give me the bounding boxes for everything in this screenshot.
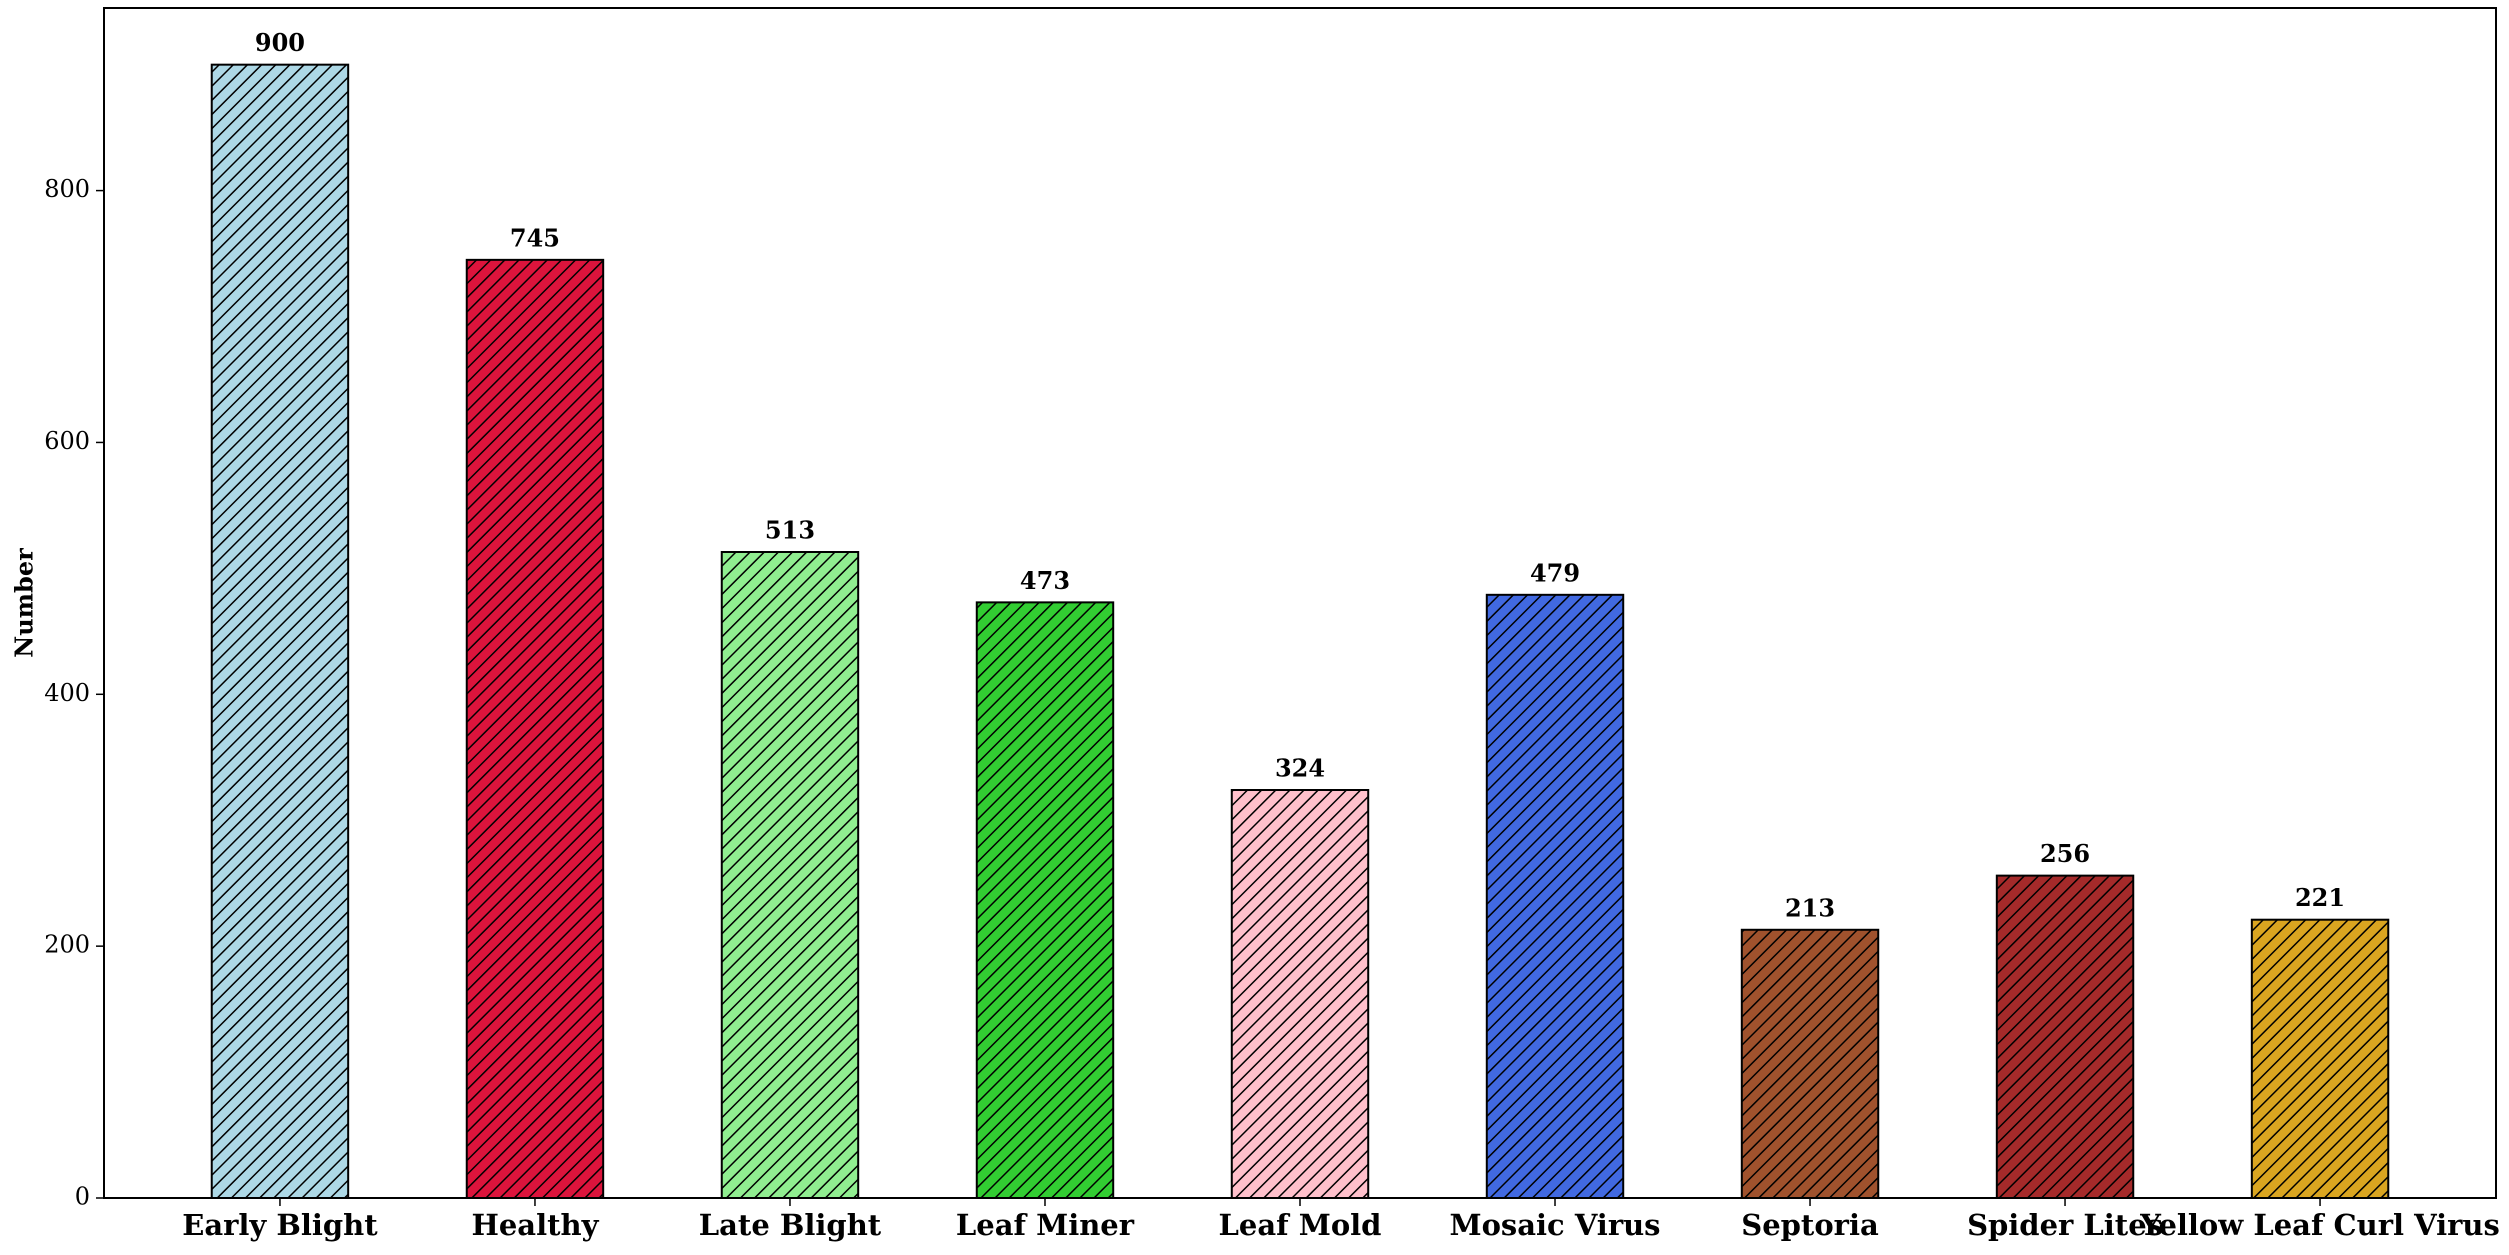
bar (210, 63, 350, 1200)
y-tick-label: 200 (44, 931, 90, 959)
x-tick-label: Septoria (1741, 1208, 1879, 1242)
value-label: 256 (2040, 839, 2090, 868)
y-tick-label: 800 (44, 175, 90, 203)
x-tick-label: Early Blight (182, 1208, 378, 1242)
bar (1230, 789, 1370, 1199)
value-label: 513 (765, 516, 815, 545)
value-label: 900 (255, 28, 305, 57)
x-tick-label: Healthy (471, 1208, 599, 1242)
x-tick-label: Spider Lites (1967, 1208, 2163, 1242)
y-tick-label: 600 (44, 427, 90, 455)
value-label: 213 (1785, 893, 1835, 922)
value-label: 221 (2295, 883, 2345, 912)
x-tick-label: Late Blight (699, 1208, 882, 1242)
value-label: 745 (510, 223, 560, 252)
bar (975, 601, 1115, 1199)
value-label: 473 (1020, 566, 1070, 595)
bar (2250, 918, 2390, 1199)
bar (1485, 593, 1625, 1199)
value-label: 479 (1530, 558, 1580, 587)
x-tick-label: Leaf Miner (956, 1208, 1135, 1242)
x-tick-label: Leaf Mold (1219, 1208, 1382, 1242)
x-tick-label: Yellow Leaf Curl Virus (2139, 1208, 2500, 1242)
x-tick-label: Mosaic Virus (1449, 1208, 1660, 1242)
bar (1995, 874, 2135, 1199)
bar (1740, 928, 1880, 1199)
y-tick-label: 400 (44, 679, 90, 707)
bar (720, 551, 860, 1199)
y-axis-label: Number (10, 548, 39, 658)
value-label: 324 (1275, 754, 1325, 783)
plot-frame (103, 7, 2497, 1199)
bar (465, 258, 605, 1199)
y-tick-label: 0 (75, 1183, 90, 1211)
